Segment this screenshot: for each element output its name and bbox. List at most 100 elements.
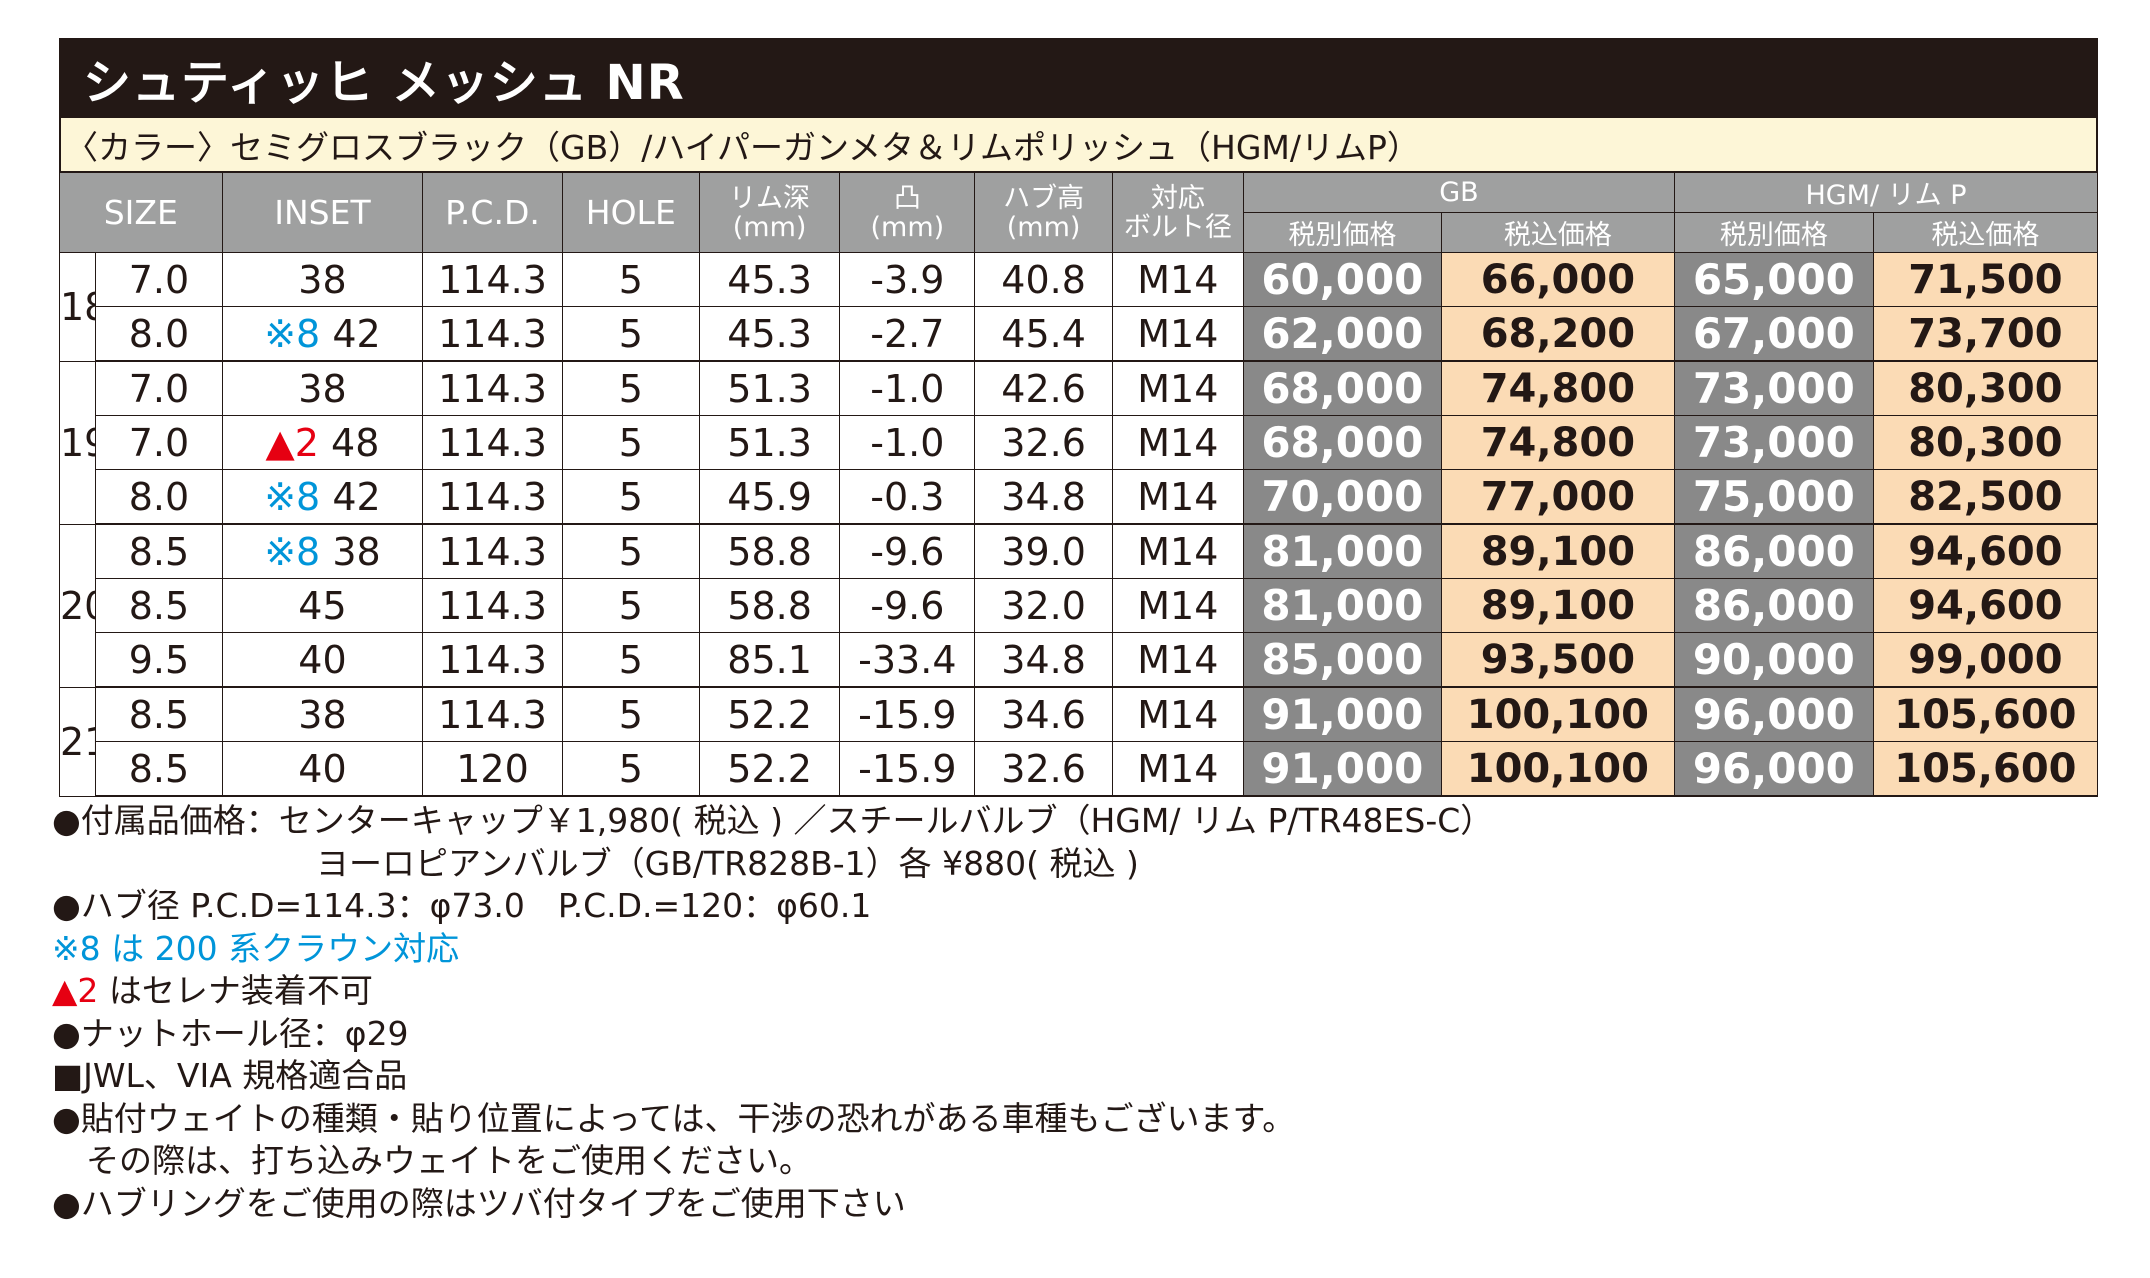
bolt-cell: M14 xyxy=(1111,360,1244,416)
header-size: SIZE xyxy=(59,172,223,253)
header-hub-height-label: ハブ高 xyxy=(1003,182,1085,214)
gb-price-ex-cell: 91,000 xyxy=(1242,686,1442,742)
table-row: 8.5 40 120 5 52.2 -15.9 32.6 M14 91,000 100,100 96… xyxy=(60,741,2099,797)
rim-depth-cell: 58.8 xyxy=(698,578,841,633)
hgm-price-ex-cell: 73,000 xyxy=(1673,360,1874,416)
hub-height-cell: 34.6 xyxy=(974,686,1113,742)
gb-price-ex-cell: 91,000 xyxy=(1242,741,1442,797)
rim-depth-cell: 51.3 xyxy=(698,360,841,416)
pcd-cell: 114.3 xyxy=(422,415,563,470)
hub-height-cell: 34.8 xyxy=(974,469,1113,525)
header-gb-price-ex: 税別価格 xyxy=(1242,212,1442,253)
gb-price-in-cell: 77,000 xyxy=(1440,469,1675,525)
gb-price-ex-cell: 81,000 xyxy=(1242,578,1442,633)
protrusion-cell: -1.0 xyxy=(839,415,976,470)
rim-size-cell: 19 xyxy=(58,360,97,525)
width-cell: 7.0 xyxy=(95,415,223,470)
protrusion-cell: -15.9 xyxy=(839,741,976,797)
hgm-price-ex-cell: 96,000 xyxy=(1673,741,1874,797)
pcd-cell: 114.3 xyxy=(422,306,563,362)
inset-value: 38 xyxy=(298,692,347,737)
hole-cell: 5 xyxy=(561,252,700,307)
header-rim-depth-unit: (mm) xyxy=(732,211,807,243)
table-row: 208.5※8 38114.3558.8-9.639.0M1481,00089,… xyxy=(58,523,2099,688)
pcd-cell: 114.3 xyxy=(422,252,563,307)
hole-cell: 5 xyxy=(561,632,700,688)
width-cell: 8.0 xyxy=(95,469,223,525)
header-hub-height: ハブ高 (mm) xyxy=(974,172,1113,253)
inset-cell: 45 xyxy=(221,578,424,633)
header-hgm-price-ex: 税別価格 xyxy=(1673,212,1874,253)
gb-price-in-cell: 89,100 xyxy=(1440,578,1675,633)
note-crown: ※8 は 200 系クラウン対応 xyxy=(52,928,2132,971)
hgm-price-ex-cell: 86,000 xyxy=(1673,578,1874,633)
hgm-price-in-cell: 94,600 xyxy=(1872,523,2099,579)
gb-price-ex-cell: 81,000 xyxy=(1242,523,1442,579)
hole-cell: 5 xyxy=(561,741,700,797)
header-hole: HOLE xyxy=(561,172,700,253)
header-gb-price-in: 税込価格 xyxy=(1440,212,1675,253)
rim-depth-cell: 45.3 xyxy=(698,252,841,307)
bolt-cell: M14 xyxy=(1111,469,1244,525)
rim-depth-cell: 58.8 xyxy=(698,523,841,579)
rim-depth-cell: 52.2 xyxy=(698,741,841,797)
header-gb: GB xyxy=(1242,172,1675,213)
rim-size-cell: 20 xyxy=(58,523,97,688)
rim-size-cell: 21 xyxy=(58,686,97,797)
notes: ●付属品価格：センターキャップ￥1,980( 税込 ) ／スチールバルブ（HGM… xyxy=(52,800,2132,1225)
hgm-price-in-cell: 71,500 xyxy=(1872,252,2099,307)
hgm-price-ex-cell: 96,000 xyxy=(1673,686,1874,742)
hgm-price-ex-cell: 86,000 xyxy=(1673,523,1874,579)
rim-depth-cell: 85.1 xyxy=(698,632,841,688)
header-hgm-price-in: 税込価格 xyxy=(1872,212,2099,253)
inset-value: 42 xyxy=(332,311,381,356)
rim-size-cell: 18 xyxy=(58,252,97,362)
protrusion-cell: -2.7 xyxy=(839,306,976,362)
header-hub-height-unit: (mm) xyxy=(1006,211,1081,243)
hgm-price-in-cell: 80,300 xyxy=(1872,360,2099,416)
header-bolt: 対応 ボルト径 xyxy=(1111,172,1244,253)
width-cell: 8.5 xyxy=(95,523,223,579)
note-nut-hole: ●ナットホール径：φ29 xyxy=(52,1013,409,1053)
rim-depth-cell: 52.2 xyxy=(698,686,841,742)
inset-cell: 40 xyxy=(221,741,424,797)
rim-depth-cell: 51.3 xyxy=(698,415,841,470)
hgm-price-in-cell: 105,600 xyxy=(1872,741,2099,797)
note-serena-mark: ▲2 xyxy=(52,971,99,1010)
pcd-cell: 114.3 xyxy=(422,578,563,633)
inset-cell: ※8 42 xyxy=(221,306,424,362)
gb-price-ex-cell: 68,000 xyxy=(1242,415,1442,470)
hgm-price-in-cell: 94,600 xyxy=(1872,578,2099,633)
pcd-cell: 114.3 xyxy=(422,523,563,579)
inset-cell: 38 xyxy=(221,686,424,742)
note-weight-2: その際は、打ち込みウェイトをご使用ください。 xyxy=(86,1141,812,1180)
inset-value: 38 xyxy=(298,257,347,302)
note-accessory-1: ●付属品価格：センターキャップ￥1,980( 税込 ) ／スチールバルブ（HGM… xyxy=(52,801,1494,840)
hgm-price-in-cell: 99,000 xyxy=(1872,632,2099,688)
gb-price-ex-cell: 60,000 xyxy=(1242,252,1442,307)
gb-price-in-cell: 66,000 xyxy=(1440,252,1675,307)
hole-cell: 5 xyxy=(561,306,700,362)
table-row: 8.0 ※8 42 114.3 5 45.9 -0.3 34.8 M14 70,000 77,00… xyxy=(60,469,2099,525)
header-protrusion-label: 凸 xyxy=(893,182,921,214)
hub-height-cell: 32.6 xyxy=(974,741,1113,797)
protrusion-cell: -0.3 xyxy=(839,469,976,525)
pcd-cell: 114.3 xyxy=(422,360,563,416)
protrusion-cell: -9.6 xyxy=(839,523,976,579)
hole-cell: 5 xyxy=(561,523,700,579)
header-rim-depth-label: リム深 xyxy=(729,182,811,214)
spec-table: SIZE INSET P.C.D. HOLE リム深 (mm) 凸 (mm) ハ… xyxy=(58,172,2099,797)
width-cell: 8.5 xyxy=(95,578,223,633)
gb-price-in-cell: 74,800 xyxy=(1440,415,1675,470)
hgm-price-in-cell: 82,500 xyxy=(1872,469,2099,525)
hgm-price-ex-cell: 75,000 xyxy=(1673,469,1874,525)
hgm-price-ex-cell: 90,000 xyxy=(1673,632,1874,688)
protrusion-cell: -15.9 xyxy=(839,686,976,742)
inset-cell: ※8 42 xyxy=(221,469,424,525)
header-rim-depth: リム深 (mm) xyxy=(698,172,841,253)
header-bolt-label-2: ボルト径 xyxy=(1123,211,1232,243)
table-row: 187.0 38 114.3545.3-3.940.8M1460,00066,000… xyxy=(58,252,2099,362)
hole-cell: 5 xyxy=(561,469,700,525)
table-row: 8.0 ※8 42 114.3 5 45.3 -2.7 45.4 M14 62,000 68,20… xyxy=(60,306,2099,362)
table-row: 8.5 45 114.3 5 58.8 -9.6 32.0 M14 81,000 89,100 86… xyxy=(60,578,2099,633)
